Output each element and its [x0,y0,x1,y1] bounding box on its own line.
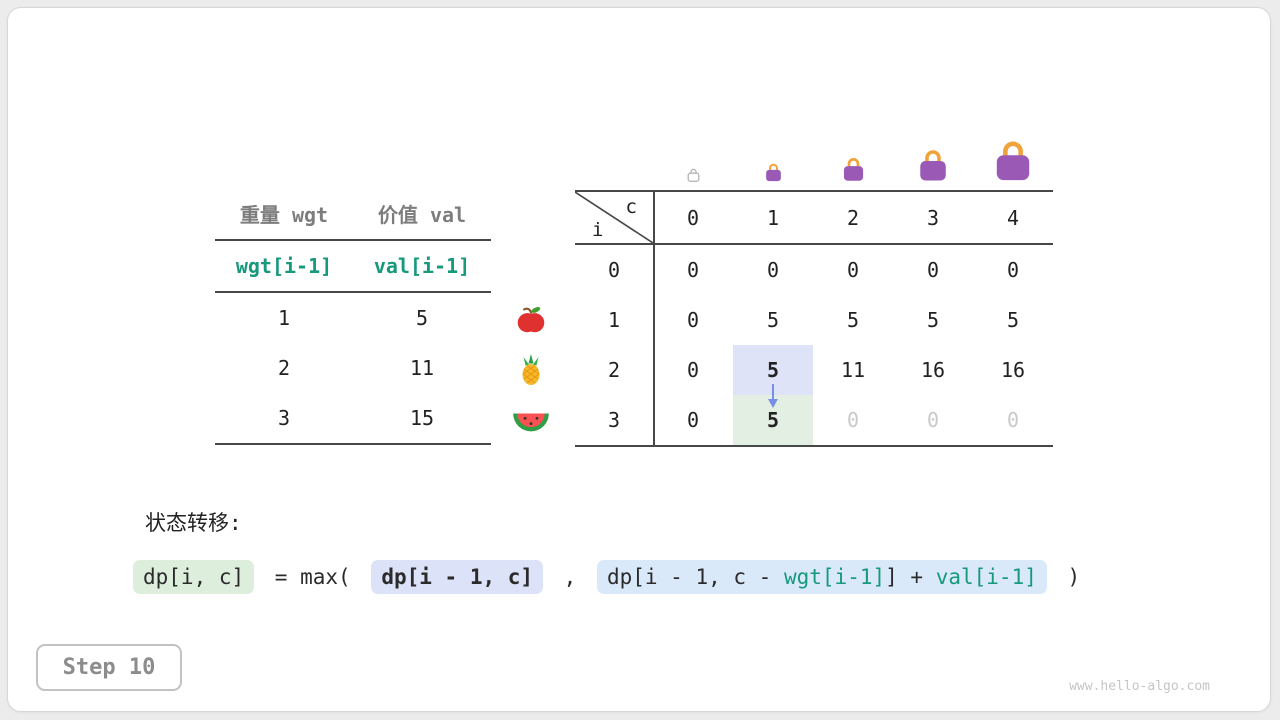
dp-table-vertical-divider [653,192,655,445]
item-value: 15 [409,406,435,430]
dp-cell: 0 [686,358,700,382]
dp-cell: 5 [846,308,860,332]
dp-cell: 16 [1000,358,1026,382]
step-indicator: Step 10 [36,644,182,691]
dp-cell: 5 [1006,308,1020,332]
formula-arg2-prefix: dp[i - 1, c - [606,565,784,589]
formula-arg2-mid: ] + [885,565,936,589]
state-transition-label: 状态转移: [145,511,242,535]
dp-cell: 0 [1006,258,1020,282]
watermark-url: www.hello-algo.com [1069,679,1210,694]
bag-capacity-4-icon [973,140,1053,182]
watermelon-icon [512,404,550,442]
dp-col-header: 0 [686,205,700,230]
items-formula-wgt: wgt[i-1] [235,254,333,278]
dp-row-3: 3 0 5 0 0 0 [575,395,1053,445]
dp-cell: 0 [926,258,940,282]
items-formula-val: val[i-1] [373,254,471,278]
dp-table-header-row: c i 0 1 2 3 4 [575,192,1053,245]
dp-table: c i 0 1 2 3 4 0 0 0 0 0 0 1 0 5 5 5 5 2 … [575,190,1053,447]
row-variable-label: i [592,219,604,241]
col-variable-label: c [625,196,637,218]
apple-icon [512,300,550,338]
bag-icons-row [653,114,1053,182]
bag-capacity-2-icon [813,157,893,182]
bag-capacity-0-icon [653,168,733,182]
item-weight: 3 [277,406,291,430]
pineapple-icon [512,351,550,389]
dp-row-1: 1 0 5 5 5 5 [575,295,1053,345]
dp-cell: 0 [766,258,780,282]
dp-row-2: 2 0 5 11 16 16 [575,345,1053,395]
dp-cell: 0 [846,258,860,282]
dp-cell: 0 [686,408,700,432]
dp-cell: 5 [766,308,780,332]
dp-col-header: 1 [766,205,780,230]
dp-cell: 0 [686,258,700,282]
formula-arg2-val: val[i-1] [935,565,1037,589]
dp-cell-pending: 0 [846,408,860,432]
formula-close-paren: ) [1054,565,1081,589]
dp-row-0: 0 0 0 0 0 0 [575,245,1053,295]
dp-row-header: 0 [607,258,621,282]
dp-cell: 11 [840,358,866,382]
formula-equals-max: = max( [262,565,364,589]
items-table-formula-row: wgt[i-1] val[i-1] [215,241,491,293]
corner-diagonal-line [575,192,653,243]
dp-cell: 16 [920,358,946,382]
formula-lhs-token: dp[i, c] [133,560,255,594]
items-table-row: 2 11 [215,343,491,393]
dp-row-header: 2 [607,358,621,382]
formula-arg2-wgt: wgt[i-1] [783,565,886,589]
dp-row-header: 3 [607,408,621,432]
item-weight: 1 [277,306,291,330]
dp-cell-pending: 0 [1006,408,1020,432]
item-value: 5 [415,306,429,330]
formula-comma: , [551,565,589,589]
state-transition-formula: dp[i, c] = max( dp[i - 1, c] , dp[i - 1,… [133,560,1080,594]
items-table-row: 1 5 [215,293,491,343]
transition-arrow-icon [765,384,781,414]
dp-cell: 0 [686,308,700,332]
bag-capacity-1-icon [733,163,813,182]
items-table-row: 3 15 [215,393,491,443]
items-header-value: 价值 val [377,203,467,227]
dp-corner-cell: c i [575,192,653,243]
items-header-weight: 重量 wgt [239,203,329,227]
formula-arg1-token: dp[i - 1, c] [371,560,544,594]
item-weight: 2 [277,356,291,380]
items-table: 重量 wgt 价值 val wgt[i-1] val[i-1] 1 5 2 11… [215,188,491,445]
bag-capacity-3-icon [893,149,973,182]
dp-cell: 5 [926,308,940,332]
items-table-header: 重量 wgt 价值 val [215,188,491,241]
dp-row-header: 1 [607,308,621,332]
dp-col-header: 4 [1006,205,1020,230]
item-value: 11 [409,356,435,380]
dp-col-header: 2 [846,205,860,230]
dp-cell-pending: 0 [926,408,940,432]
formula-arg2-token: dp[i - 1, c - wgt[i-1]] + val[i-1] [596,560,1047,594]
dp-col-header: 3 [926,205,940,230]
figure-card [7,7,1271,712]
